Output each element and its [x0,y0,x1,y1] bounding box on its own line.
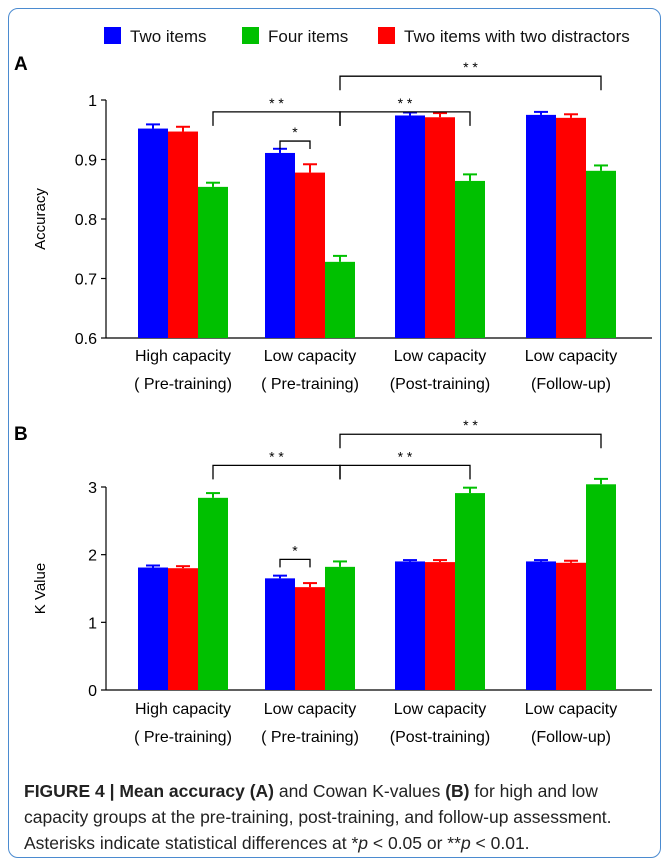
y-tick-label: 0.7 [75,272,97,289]
panel-letter: B [14,424,28,445]
caption-text-2: for high and low capacity groups at the … [24,781,612,853]
legend-label: Two items [130,27,207,46]
significance-label: * * [463,59,478,75]
category-sublabel: (Follow-up) [531,376,611,393]
legend-label: Two items with two distractors [404,27,630,46]
category-sublabel: ( Pre-training) [261,376,359,393]
figure-canvas: Two items Four items Two items with two di… [14,27,652,746]
bar [395,561,425,690]
legend-label: Four items [268,27,348,46]
panel-a: A 0.6 0.7 0.8 0.9 1 Accuracy High capacity ( Pre… [14,54,652,393]
bar [526,114,556,338]
bar [455,180,485,338]
significance-label: * * [269,448,284,464]
legend-swatch [104,27,121,44]
bar [138,128,168,338]
y-tick-label: 0 [88,683,97,700]
bar [168,568,198,690]
y-tick-label: 3 [88,480,97,497]
category-sublabel: ( Pre-training) [261,729,359,746]
significance-label: * * [463,417,478,433]
legend-swatch [242,27,259,44]
caption-p-symbol: p [358,833,369,853]
bar [295,172,325,338]
panel-letter: A [14,54,28,75]
category-sublabel: (Post-training) [390,376,490,393]
bar [425,562,455,690]
bar [138,567,168,690]
y-axis-label: Accuracy [32,188,49,250]
bar [556,117,586,338]
significance-bracket [339,75,602,91]
significance-label: * * [398,448,413,464]
caption-p-symbol: p [460,833,471,853]
category-sublabel: ( Pre-training) [134,729,232,746]
significance-bracket [339,111,471,126]
category-sublabel: (Post-training) [390,729,490,746]
bar [198,497,228,690]
y-tick-label: 0.8 [75,212,97,229]
caption-panel-a-ref: (A) [249,781,274,801]
significance-label: * [292,124,298,140]
caption-text-1: and Cowan K-values [273,781,446,801]
y-tick-label: 1 [88,615,97,632]
caption-heading: FIGURE 4 | Mean accuracy [24,781,250,801]
y-tick-label: 1 [88,93,97,110]
caption-panel-b-ref: (B) [445,781,470,801]
bar [425,117,455,338]
category-sublabel: ( Pre-training) [134,376,232,393]
significance-bracket [279,558,311,568]
bar [586,484,616,690]
category-label: Low capacity [394,348,487,365]
category-label: Low capacity [525,348,618,365]
bar [586,170,616,338]
bar [265,152,295,338]
legend-swatch [378,27,395,44]
bar [265,578,295,690]
category-label: Low capacity [264,701,357,718]
bar [325,261,355,338]
caption-threshold-2: < 0.01. [470,833,530,853]
significance-bracket [212,111,341,126]
legend: Two items Four items Two items with two di… [104,27,630,46]
category-label: Low capacity [394,701,487,718]
caption-threshold-1: < 0.05 or ** [368,833,461,853]
bar [526,561,556,690]
bar [168,131,198,338]
bar [556,562,586,690]
significance-label: * * [398,95,413,111]
bar [295,587,325,690]
figure-frame [8,8,661,858]
category-label: Low capacity [264,348,357,365]
y-tick-label: 0.6 [75,331,97,348]
significance-bracket [339,464,471,480]
significance-bracket [339,433,602,449]
bar [395,115,425,338]
category-label: High capacity [135,348,231,365]
category-label: Low capacity [525,701,618,718]
y-tick-label: 0.9 [75,153,97,170]
y-axis-label: K Value [32,563,49,614]
significance-bracket [279,140,311,150]
bar [325,566,355,690]
significance-label: * * [269,95,284,111]
bar [455,493,485,690]
significance-label: * [292,542,298,558]
panel-b: B 0 1 2 3 K Value High capacity ( Pre-training)… [14,417,652,746]
category-sublabel: (Follow-up) [531,729,611,746]
y-tick-label: 2 [88,548,97,565]
bar [198,186,228,338]
figure-caption: FIGURE 4 | Mean accuracy (A) and Cowan K… [24,778,654,856]
significance-bracket [212,464,341,480]
category-label: High capacity [135,701,231,718]
